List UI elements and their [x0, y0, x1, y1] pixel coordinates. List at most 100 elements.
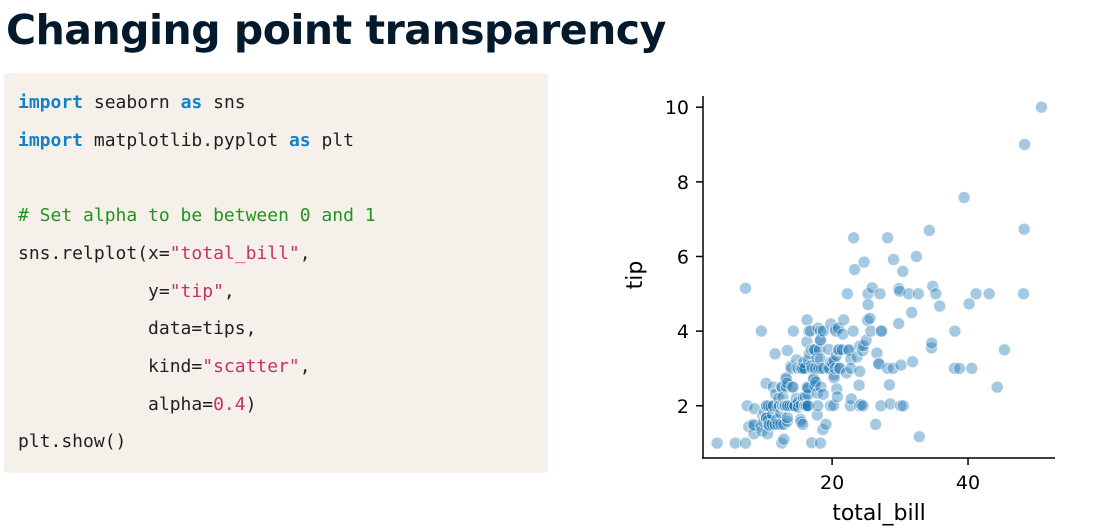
scatter-point — [795, 361, 809, 375]
scatter-point — [807, 372, 821, 386]
scatter-point — [827, 371, 841, 385]
scatter-point — [797, 356, 810, 369]
scatter-point — [770, 413, 784, 427]
scatter-point — [1017, 287, 1030, 301]
scatter-point — [758, 405, 771, 419]
scatter-point — [846, 324, 860, 338]
scatter-point — [828, 361, 842, 375]
scatter-point — [883, 397, 897, 411]
code-text: matplotlib.pyplot — [83, 130, 289, 151]
scatter-point — [776, 399, 789, 413]
page-title: Changing point transparency — [6, 6, 666, 54]
scatter-point — [728, 436, 742, 450]
scatter-points — [710, 100, 1048, 450]
scatter-point — [829, 324, 843, 338]
scatter-point — [760, 399, 773, 413]
scatter-point — [832, 343, 846, 357]
x-axis-label: total_bill — [832, 501, 926, 526]
scatter-point — [780, 372, 793, 386]
code-text: ) — [245, 394, 257, 415]
scatter-point — [842, 344, 855, 357]
scatter-point — [817, 361, 831, 375]
scatter-point — [894, 399, 907, 413]
scatter-point — [905, 306, 919, 319]
scatter-point — [780, 376, 794, 390]
scatter-point — [780, 399, 794, 413]
scatter-point — [775, 380, 789, 394]
scatter-point — [798, 399, 811, 413]
scatter-point — [831, 343, 845, 357]
scatter-point — [848, 263, 862, 276]
scatter-point — [990, 380, 1004, 394]
scatter-point — [798, 390, 812, 404]
scatter-point — [824, 399, 837, 413]
scatter-point — [856, 339, 870, 353]
scatter-point — [827, 354, 841, 368]
code-keyword: import — [18, 92, 84, 113]
scatter-point — [772, 391, 786, 405]
scatter-point — [805, 361, 819, 375]
scatter-point — [801, 380, 814, 394]
scatter-point — [760, 399, 773, 413]
scatter-point — [800, 380, 814, 394]
scatter-point — [796, 417, 810, 431]
scatter-point — [874, 399, 888, 413]
scatter-point — [756, 409, 770, 423]
scatter-point — [811, 399, 825, 413]
scatter-point — [796, 361, 810, 375]
scatter-point — [801, 399, 815, 413]
code-text: , — [299, 243, 311, 264]
scatter-point — [837, 313, 851, 327]
scatter-point — [792, 400, 805, 414]
scatter-point — [872, 356, 886, 370]
scatter-point — [790, 361, 804, 375]
code-text: , — [223, 281, 235, 302]
scatter-point — [800, 313, 814, 327]
scatter-point — [824, 317, 838, 331]
scatter-point — [844, 352, 858, 366]
scatter-point — [814, 333, 827, 347]
x-tick-label: 40 — [956, 472, 980, 494]
scatter-point — [762, 417, 775, 431]
scatter-point — [786, 380, 800, 394]
scatter-point — [740, 399, 754, 413]
scatter-point — [800, 399, 814, 413]
scatter-point — [810, 386, 824, 400]
scatter-point — [881, 231, 894, 245]
scatter-point — [982, 287, 996, 301]
scatter-point — [795, 398, 808, 412]
scatter-point — [969, 287, 983, 301]
code-text: alpha= — [18, 394, 214, 415]
scatter-point — [759, 410, 773, 424]
scatter-point — [803, 347, 816, 360]
code-text: , — [299, 356, 311, 377]
scatter-point — [769, 387, 782, 401]
scatter-point — [757, 415, 771, 429]
scatter-point — [824, 355, 838, 369]
scatter-point — [809, 375, 823, 389]
scatter-point — [883, 378, 896, 392]
scatter-point — [739, 281, 752, 295]
scatter-point — [874, 324, 888, 338]
scatter-point — [808, 379, 822, 393]
code-string: "total_bill" — [169, 243, 300, 264]
scatter-point — [833, 361, 847, 375]
code-number: 0.4 — [213, 394, 246, 415]
scatter-point — [861, 298, 875, 312]
scatter-point — [856, 344, 870, 357]
scatter-point — [801, 353, 815, 367]
scatter-point — [779, 371, 792, 385]
scatter-point — [760, 411, 773, 425]
scatter-point — [814, 324, 827, 338]
code-line-7: kind="scatter", — [18, 349, 311, 385]
scatter-point — [755, 424, 769, 438]
scatter-point — [850, 350, 864, 364]
code-text: sns.relplot(x= — [18, 243, 170, 264]
scatter-point — [811, 321, 825, 335]
scatter-point — [762, 399, 775, 413]
y-tick-label: 8 — [677, 172, 689, 194]
scatter-point — [861, 313, 874, 327]
scatter-point — [827, 368, 841, 382]
scatter-point — [748, 402, 761, 416]
scatter-point — [826, 356, 840, 370]
